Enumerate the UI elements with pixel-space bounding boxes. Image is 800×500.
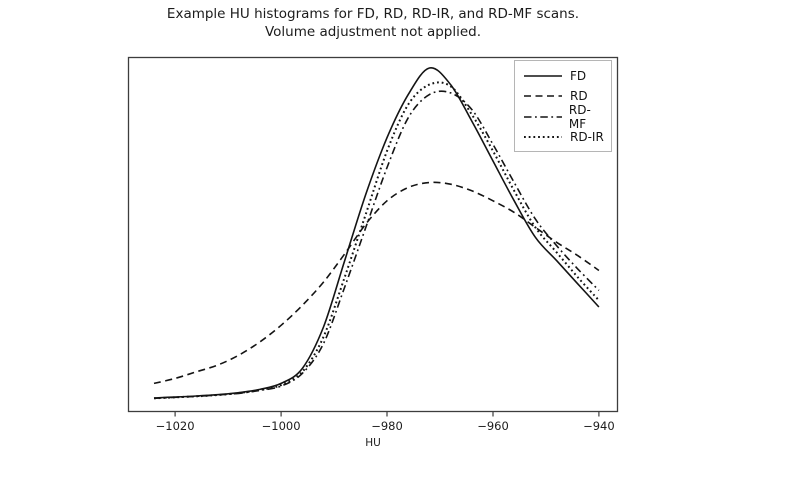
figure-title: Example HU histograms for FD, RD, RD-IR,… [73,6,673,41]
legend-line-rd-icon [524,95,562,98]
legend-line-rd-mf-icon [524,115,562,118]
figure-title-line-2: Volume adjustment not applied. [264,23,482,40]
series-line-rd [153,181,600,385]
legend-label: RD [570,89,588,104]
legend-item-rd: RD [522,87,607,107]
legend-line-fd-icon [524,74,562,77]
legend-item-rd-ir: RD-IR [522,128,607,148]
legend-label: FD [570,68,587,83]
x-axis-label: HU [365,437,381,449]
legend-label: RD-IR [570,130,604,145]
x-tick-label: −980 [371,419,403,433]
legend-item-fd: FD [522,66,607,86]
legend-label: RD-MF [568,102,591,131]
series-line-rd-mf [153,90,600,400]
x-axis-ticks: −1020 −1000 −980 −960 −940 [156,412,615,433]
x-tick-label: −1000 [262,419,301,433]
x-tick-label: −960 [477,419,509,433]
legend-line-rd-ir-icon [524,136,562,139]
series-lines [153,67,600,400]
legend: FD RD RD-MF RD-IR [514,60,612,152]
axes-border [127,56,619,413]
x-tick-label: −1020 [156,419,195,433]
figure-title-line-1: Example HU histograms for FD, RD, RD-IR,… [166,6,580,22]
x-tick-label: −940 [583,419,615,433]
legend-item-rd-mf: RD-MF [522,103,607,131]
